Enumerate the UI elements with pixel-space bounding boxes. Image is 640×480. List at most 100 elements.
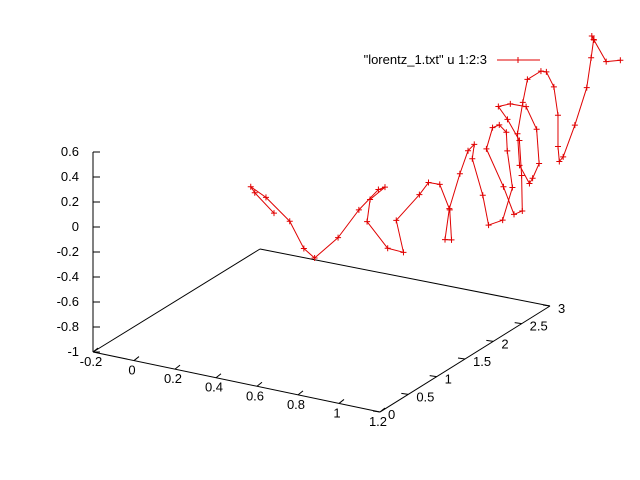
series-line-segment xyxy=(459,150,469,174)
y-tick-label: 2.5 xyxy=(530,319,548,334)
data-point xyxy=(442,236,449,243)
x-tick-label: 0.4 xyxy=(205,380,223,395)
data-point xyxy=(483,145,490,152)
series-line-segment xyxy=(448,173,461,209)
series-line-segment xyxy=(395,220,404,253)
data-point xyxy=(367,196,374,203)
y-tick-label: 1.5 xyxy=(473,354,491,369)
data-point xyxy=(588,54,595,61)
data-point xyxy=(364,218,371,225)
y-tick xyxy=(429,375,437,378)
y-tick xyxy=(542,304,551,307)
data-point xyxy=(495,103,502,110)
series-line-segment xyxy=(254,192,275,214)
series-line-segment xyxy=(505,132,508,151)
z-tick-label: -1 xyxy=(67,344,79,359)
back-y-axis-line xyxy=(259,248,551,307)
series-line-segment xyxy=(532,163,540,179)
data-point xyxy=(425,179,432,186)
data-point xyxy=(617,57,624,64)
series-line-segment xyxy=(498,124,507,133)
x-axis-line xyxy=(92,351,381,413)
series-line-segment xyxy=(562,124,576,158)
x-tick xyxy=(338,399,345,404)
data-point xyxy=(516,162,523,169)
data-point xyxy=(554,143,561,150)
z-tick-label: -0.8 xyxy=(57,319,79,334)
data-point xyxy=(311,255,318,262)
series-line-segment xyxy=(527,70,542,80)
x-tick-label: 0.2 xyxy=(164,371,182,386)
data-point xyxy=(519,207,526,214)
series-line-segment xyxy=(529,177,534,184)
y-tick xyxy=(514,322,522,325)
data-point xyxy=(556,158,563,165)
z-tick-label: -0.4 xyxy=(57,269,79,284)
x-tick-label: 1 xyxy=(333,405,340,420)
series-line-segment xyxy=(590,39,595,58)
legend-label: "lorentz_1.txt" u 1:2:3 xyxy=(364,52,487,67)
data-point xyxy=(416,191,423,198)
data-point xyxy=(335,234,342,241)
y-tick xyxy=(457,357,466,360)
x-tick-label: 0.8 xyxy=(287,397,305,412)
data-point xyxy=(550,83,557,90)
data-point xyxy=(271,210,277,217)
series-line-segment xyxy=(471,158,484,196)
series-line-segment xyxy=(574,87,588,126)
series-line-segment xyxy=(497,106,508,120)
y-tick-label: 2 xyxy=(501,336,508,351)
x-tick xyxy=(133,356,140,361)
data-point xyxy=(507,100,514,107)
series-line-segment xyxy=(519,165,530,184)
y-tick-label: 1 xyxy=(445,372,452,387)
data-point xyxy=(465,147,472,154)
series-line-segment xyxy=(337,209,360,238)
x-tick xyxy=(297,390,304,396)
x-tick xyxy=(256,381,263,387)
series-line-segment xyxy=(395,194,420,221)
series-line-segment xyxy=(366,221,389,249)
x-tick-label: 0.6 xyxy=(246,388,264,403)
data-point xyxy=(511,211,518,218)
series-line-segment xyxy=(369,186,386,200)
series-line-segment xyxy=(516,133,521,166)
series-line-segment xyxy=(485,148,504,187)
data-point xyxy=(603,58,610,65)
y-tick xyxy=(372,410,381,413)
data-point xyxy=(504,147,511,154)
data-point xyxy=(529,175,536,182)
series-line-segment xyxy=(593,39,607,62)
series-line-segment xyxy=(502,187,513,221)
series-line-segment xyxy=(449,209,453,240)
data-point xyxy=(523,103,530,110)
data-point xyxy=(479,192,486,199)
x-tick-label: 0 xyxy=(128,363,135,378)
data-point xyxy=(286,218,293,225)
data-point xyxy=(471,141,478,148)
data-point xyxy=(571,122,578,129)
z-tick-label: -0.6 xyxy=(57,294,79,309)
series-line-segment xyxy=(516,102,524,134)
series-line-segment xyxy=(387,247,404,253)
series-line-segment xyxy=(553,86,559,116)
x-tick xyxy=(215,373,222,379)
data-point xyxy=(590,36,597,43)
series-line-segment xyxy=(513,210,523,215)
ticks-group: 0.60.40.20-0.2-0.4-0.6-0.8-1-0.200.20.40… xyxy=(57,144,566,429)
data-point xyxy=(588,32,595,39)
data-point xyxy=(436,181,443,188)
data-point xyxy=(485,222,492,229)
series-line-segment xyxy=(506,150,513,188)
data-point xyxy=(503,129,510,136)
data-point xyxy=(524,76,531,83)
x-tick xyxy=(379,407,386,413)
series-line-segment xyxy=(518,140,523,176)
data-point xyxy=(300,245,307,252)
data-point xyxy=(504,116,511,123)
z-tick-label: 0 xyxy=(72,219,79,234)
y-tick xyxy=(486,339,494,342)
data-point xyxy=(446,205,453,212)
series-line-segment xyxy=(488,219,503,226)
series-line-segment xyxy=(366,199,371,222)
